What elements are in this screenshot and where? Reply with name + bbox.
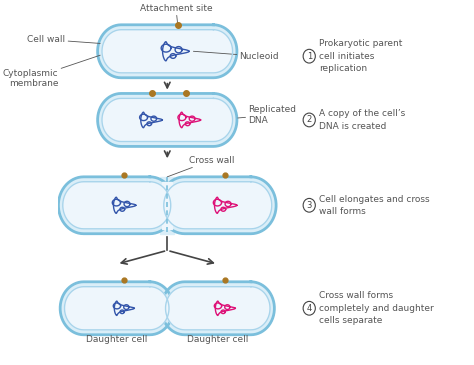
Text: Cross wall forms
completely and daughter
cells separate: Cross wall forms completely and daughter… bbox=[319, 291, 434, 325]
Text: Prokaryotic parent
cell initiates
replication: Prokaryotic parent cell initiates replic… bbox=[319, 39, 402, 73]
Text: Cross wall: Cross wall bbox=[167, 155, 235, 177]
Polygon shape bbox=[102, 98, 233, 142]
Polygon shape bbox=[98, 93, 237, 146]
Text: 4: 4 bbox=[307, 304, 312, 313]
Text: Daughter cell: Daughter cell bbox=[86, 335, 147, 343]
Circle shape bbox=[303, 301, 315, 315]
Polygon shape bbox=[63, 182, 171, 229]
Text: Nucleoid: Nucleoid bbox=[193, 51, 279, 61]
Polygon shape bbox=[164, 182, 272, 229]
Polygon shape bbox=[98, 25, 237, 78]
Polygon shape bbox=[58, 177, 175, 234]
Text: Replicated
DNA: Replicated DNA bbox=[238, 105, 296, 125]
Text: Cell wall: Cell wall bbox=[27, 35, 100, 44]
Text: 2: 2 bbox=[307, 115, 312, 124]
Text: A copy of the cell’s
DNA is created: A copy of the cell’s DNA is created bbox=[319, 109, 405, 131]
Polygon shape bbox=[64, 287, 169, 330]
Circle shape bbox=[303, 199, 315, 212]
Text: Cytoplasmic
membrane: Cytoplasmic membrane bbox=[3, 55, 100, 88]
Polygon shape bbox=[159, 177, 276, 234]
Circle shape bbox=[303, 49, 315, 63]
Circle shape bbox=[303, 113, 315, 127]
Polygon shape bbox=[161, 282, 274, 335]
Text: 1: 1 bbox=[307, 52, 312, 61]
Text: Cell elongates and cross
wall forms: Cell elongates and cross wall forms bbox=[319, 195, 429, 216]
Polygon shape bbox=[60, 282, 173, 335]
Polygon shape bbox=[165, 287, 270, 330]
Text: Daughter cell: Daughter cell bbox=[187, 335, 248, 343]
Polygon shape bbox=[162, 182, 173, 229]
Polygon shape bbox=[102, 30, 233, 73]
Text: 3: 3 bbox=[307, 201, 312, 210]
Polygon shape bbox=[160, 177, 174, 234]
Text: Attachment site: Attachment site bbox=[140, 4, 212, 25]
